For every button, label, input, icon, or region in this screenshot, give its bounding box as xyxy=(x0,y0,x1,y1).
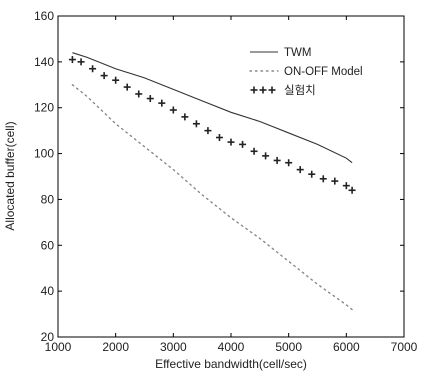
legend: TWM ON-OFF Model 실험치 xyxy=(249,47,363,97)
legend-marker xyxy=(268,86,276,94)
data-point-marker xyxy=(204,127,212,135)
data-point-marker xyxy=(250,147,258,155)
legend-label: ON-OFF Model xyxy=(284,66,363,78)
x-tick-label: 4000 xyxy=(218,340,245,354)
data-point-marker xyxy=(158,99,166,107)
x-tick-label: 3000 xyxy=(160,340,187,354)
data-point-marker xyxy=(123,83,131,91)
y-axis-label: Allocated buffer(cell) xyxy=(3,121,17,230)
data-point-marker xyxy=(239,140,247,148)
data-point-marker xyxy=(89,65,97,73)
legend-label: 실험치 xyxy=(284,84,316,97)
data-point-marker xyxy=(215,134,223,142)
series-line-0 xyxy=(72,52,353,164)
y-tick-label: 40 xyxy=(41,284,55,298)
legend-marker xyxy=(250,86,258,94)
data-series xyxy=(68,52,356,311)
y-tick-label: 160 xyxy=(34,9,54,23)
data-point-marker xyxy=(181,113,189,121)
data-point-marker xyxy=(146,95,154,103)
legend-label: TWM xyxy=(284,47,311,59)
data-point-marker xyxy=(285,159,293,167)
axis-ticks: 1000 2000 3000 4000 5000 6000 7000 20 40 60 80 100 1… xyxy=(34,9,418,354)
data-point-marker xyxy=(319,175,327,183)
data-point-marker xyxy=(331,177,339,185)
data-point-marker xyxy=(342,182,350,190)
data-point-marker xyxy=(169,106,177,114)
data-point-marker xyxy=(262,152,270,160)
y-tick-label: 100 xyxy=(34,147,54,161)
plot-frame xyxy=(57,15,405,338)
data-point-marker xyxy=(77,58,85,66)
x-tick-label: 5000 xyxy=(275,340,302,354)
data-point-marker xyxy=(348,186,356,194)
series-line-1 xyxy=(71,84,353,311)
x-tick-label: 6000 xyxy=(333,340,360,354)
data-point-marker xyxy=(100,72,108,80)
y-tick-label: 80 xyxy=(41,192,55,206)
x-tick-label: 7000 xyxy=(391,340,418,354)
y-tick-label: 20 xyxy=(41,330,55,344)
y-tick-label: 120 xyxy=(34,101,54,115)
data-point-marker xyxy=(308,170,316,178)
data-point-marker xyxy=(273,156,281,164)
data-point-marker xyxy=(112,76,120,84)
data-point-marker xyxy=(296,166,304,174)
x-tick-label: 1000 xyxy=(45,340,72,354)
data-point-marker xyxy=(192,120,200,128)
data-point-marker xyxy=(68,56,76,64)
y-tick-label: 140 xyxy=(34,55,54,69)
legend-marker xyxy=(259,86,267,94)
x-axis-label: Effective bandwidth(cell/sec) xyxy=(155,357,307,371)
data-point-marker xyxy=(135,90,143,98)
y-tick-label: 60 xyxy=(41,238,55,252)
data-point-marker xyxy=(227,138,235,146)
x-tick-label: 2000 xyxy=(102,340,129,354)
